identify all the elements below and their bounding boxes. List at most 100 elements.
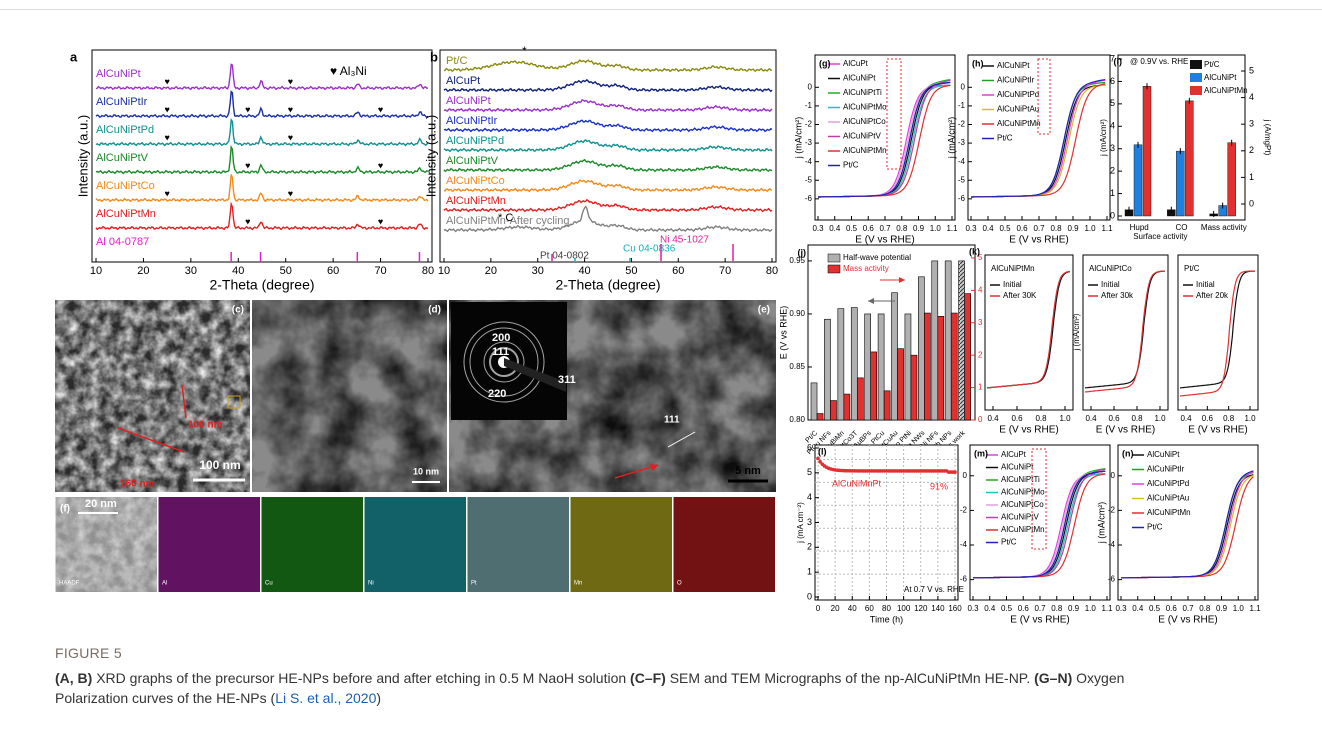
y-tick-label: 6 xyxy=(807,442,812,452)
legend-swatch xyxy=(827,264,841,274)
x-tick-label: 1.1 xyxy=(1101,224,1113,233)
bar xyxy=(843,393,851,421)
x-tick-label: 0.4 xyxy=(1180,414,1192,423)
x-tick-label: 40 xyxy=(578,265,590,277)
legend-label: AlCuNiPtPd xyxy=(1147,479,1189,488)
x-tick-label: 0.6 xyxy=(1018,604,1030,613)
y-tick-label: 1 xyxy=(1249,172,1254,182)
x-tick-label: 0.6 xyxy=(1108,414,1120,423)
reference-label: Pt 04-0802 xyxy=(540,251,589,262)
eds-tint xyxy=(673,497,775,592)
legend-label: AlCuPt xyxy=(446,75,480,87)
y2-tick-label: 4 xyxy=(978,285,983,294)
fringe-marker xyxy=(667,431,696,448)
legend-label: AlCuNiPtMn xyxy=(997,119,1041,128)
x-tick-label: 0.4 xyxy=(982,224,994,233)
y-tick-label: -2 xyxy=(1108,505,1116,514)
x-tick-label: 0.7 xyxy=(879,224,891,233)
bar xyxy=(944,260,952,421)
y-tick-label: 2 xyxy=(807,542,812,552)
legend-label: Mass activity xyxy=(843,264,889,273)
legend-swatch xyxy=(1190,60,1202,69)
plot-frame xyxy=(1177,254,1259,411)
curve xyxy=(1179,270,1256,397)
bar xyxy=(1176,150,1185,217)
eds-tint xyxy=(364,497,466,592)
y-axis-label: j (mA/cm²) xyxy=(946,117,956,160)
y-axis-label: Intensity (a.u.) xyxy=(423,115,438,197)
legend-label: After 20k xyxy=(1196,291,1229,300)
bar xyxy=(918,276,925,421)
curve xyxy=(818,81,951,198)
legend-label: AlCuNiPtCo xyxy=(843,117,886,126)
x-tick-label: 1.1 xyxy=(946,224,958,233)
panel-label: a xyxy=(70,49,78,64)
legend-label: AlCuNiPt xyxy=(446,95,491,107)
citation-link[interactable]: Li S. et al., 2020 xyxy=(275,690,377,706)
bar xyxy=(830,400,837,421)
caption-text: Oxygen Polarization curves of the HE-NPs… xyxy=(55,670,1125,706)
x-tick-label: 60 xyxy=(327,265,339,277)
x-tick-label: 0.8 xyxy=(1051,604,1063,613)
caption-text: ) xyxy=(376,690,382,706)
diffraction-ring xyxy=(469,327,539,397)
x-tick-label: 0.4 xyxy=(1132,604,1144,613)
curve xyxy=(95,63,428,91)
legend-label: Half-wave potential xyxy=(843,253,911,262)
bar xyxy=(1227,142,1236,217)
y-tick-label: -6 xyxy=(805,194,813,203)
legend-label: AlCuPt xyxy=(1001,450,1027,459)
bar xyxy=(856,377,864,421)
curve xyxy=(95,174,429,203)
x-axis-label: Time (h) xyxy=(870,614,903,624)
phase-marker: ♥ xyxy=(245,160,250,170)
x-tick-label: CO xyxy=(1176,223,1188,232)
measure-label: 100 nm xyxy=(188,420,223,431)
bar xyxy=(1142,86,1152,217)
y-tick-label: 0 xyxy=(1110,210,1115,220)
y-tick-label: -6 xyxy=(960,575,968,584)
x-tick-label: 1.0 xyxy=(930,224,942,233)
bar xyxy=(1185,100,1194,217)
bar xyxy=(877,313,885,421)
phase-marker: ♥ xyxy=(378,104,383,114)
annotation: * xyxy=(522,44,527,58)
annotation: * C xyxy=(498,212,513,224)
y-tick-label: 4 xyxy=(1110,121,1115,131)
x-tick-label: 0.8 xyxy=(1050,224,1062,233)
x-tick-label: 0.4 xyxy=(829,224,841,233)
x-tick-label: 0.8 xyxy=(1223,414,1235,423)
map-label: Cu xyxy=(265,581,273,587)
legend-label: After 30K xyxy=(1003,291,1037,300)
y-axis-label: j (mA/cm²) xyxy=(1072,313,1081,351)
panel-label: (n) xyxy=(1122,448,1134,458)
y-tick-label: 0 xyxy=(963,471,968,480)
legend-label: AlCuNiPtMn xyxy=(1204,86,1248,95)
bar xyxy=(810,382,818,421)
y-tick-label: 0.95 xyxy=(789,256,805,265)
fringe-label: 111 xyxy=(664,415,680,426)
y-tick-label: -5 xyxy=(958,175,966,184)
y-tick-label: 2 xyxy=(1110,166,1115,176)
y-axis-label: E (V vs RHE) xyxy=(778,306,788,360)
legend-label: Pt/C xyxy=(1147,523,1163,532)
x-tick-label: 0.3 xyxy=(812,224,824,233)
x-tick-label: 80 xyxy=(766,265,778,277)
x-tick-label: 100 xyxy=(897,604,911,613)
plot-frame xyxy=(814,54,956,221)
phase-marker: ♥ xyxy=(164,132,169,142)
x-tick-label: 40 xyxy=(848,604,857,613)
panel-label: (m) xyxy=(974,448,988,458)
x-tick-label: Mass activity xyxy=(1201,223,1247,232)
x-tick-label: 1.0 xyxy=(1084,224,1096,233)
legend-label: AlCuNiPtTi xyxy=(1001,475,1040,484)
curve xyxy=(443,119,773,133)
x-axis-label: E (V vs RHE) xyxy=(1188,425,1247,436)
legend-label: After 30k xyxy=(1101,291,1134,300)
y-tick-label: 5 xyxy=(1249,65,1254,75)
phase-marker: ♥ xyxy=(164,188,169,198)
ring-label: 200 xyxy=(492,332,510,344)
bar xyxy=(897,348,904,421)
x-tick-label: 0.6 xyxy=(1016,224,1028,233)
y-tick-label: 0 xyxy=(961,82,966,91)
